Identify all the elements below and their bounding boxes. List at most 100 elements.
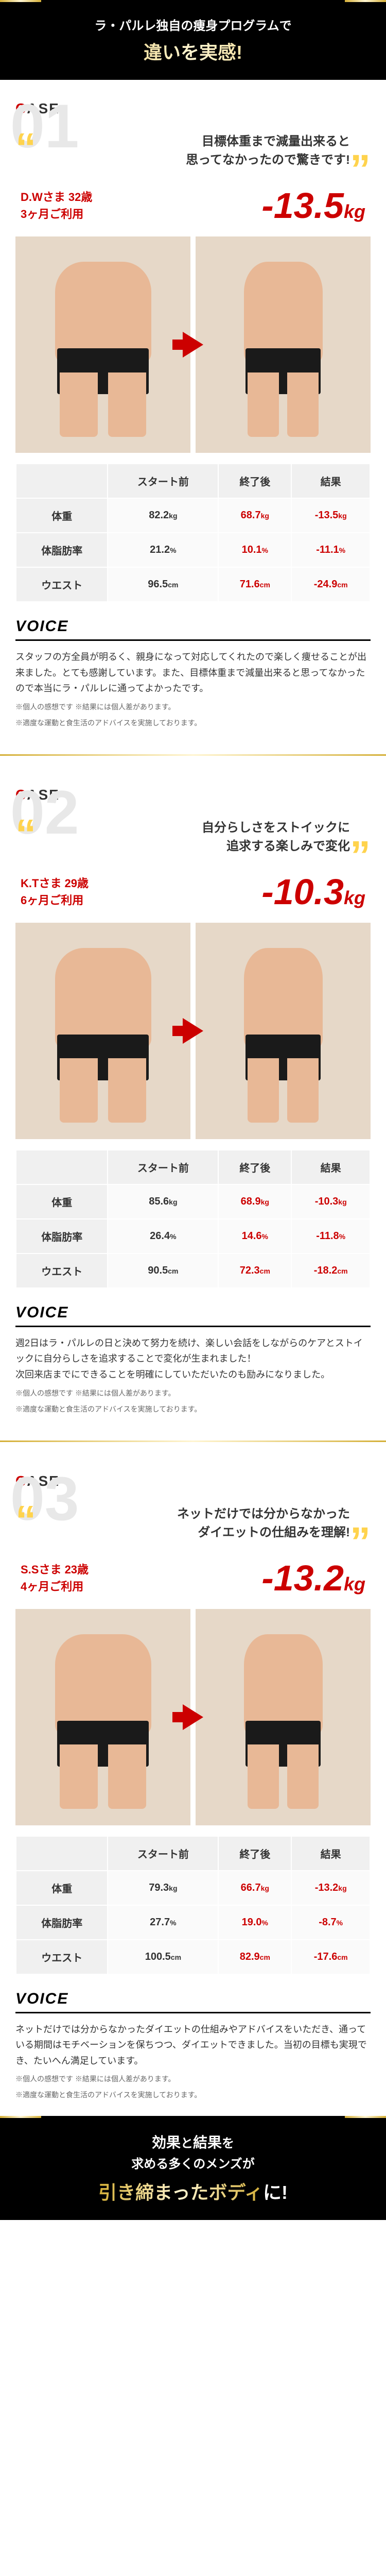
case-03: CASE03“ネットだけでは分からなかったダイエットの仕組みを理解!”S.Sさま… xyxy=(0,1452,386,1990)
row-label: 体重 xyxy=(16,498,108,533)
hero-subtitle: ラ・パルレ独自の痩身プログラムで xyxy=(10,15,376,33)
quote-open-icon: “ xyxy=(15,1510,36,1531)
value-result: -11.8% xyxy=(291,1219,370,1253)
value-result: -18.2cm xyxy=(291,1253,370,1288)
value-result: -13.5kg xyxy=(291,498,370,533)
row-label: ウエスト xyxy=(16,567,108,602)
table-header xyxy=(16,1836,108,1871)
voice-note: ※個人の感想です ※結果には個人差があります。 xyxy=(15,702,371,713)
table-row: 体脂肪率21.2%10.1%-11.1% xyxy=(16,533,370,567)
section-divider xyxy=(0,754,386,756)
row-label: 体脂肪率 xyxy=(16,533,108,567)
footer-line3: 引き締まったボディに! xyxy=(10,2178,376,2205)
value-result: -17.6cm xyxy=(291,1940,370,1974)
value-after: 71.6cm xyxy=(218,567,291,602)
quote: “ネットだけでは分からなかったダイエットの仕組みを理解!” xyxy=(15,1500,371,1547)
results-table: スタート前終了後結果体重85.6kg68.9kg-10.3kg体脂肪率26.4%… xyxy=(15,1149,371,1289)
value-before: 90.5cm xyxy=(108,1253,218,1288)
footer-line2: 求める多くのメンズが xyxy=(10,2155,376,2174)
user-info: S.Sさま 23歳4ヶ月ご利用 xyxy=(21,1561,89,1595)
photo-after xyxy=(196,1609,371,1825)
arrow-icon xyxy=(183,332,203,358)
voice-body: 週2日はラ・パルレの日と決めて努力を続け、楽しい会話をしながらのケアとストイック… xyxy=(15,1335,371,1383)
results-table: スタート前終了後結果体重79.3kg66.7kg-13.2kg体脂肪率27.7%… xyxy=(15,1836,371,1975)
value-after: 82.9cm xyxy=(218,1940,291,1974)
quote-open-icon: “ xyxy=(15,138,36,158)
before-after-photos xyxy=(15,236,371,453)
row-label: ウエスト xyxy=(16,1940,108,1974)
table-header: スタート前 xyxy=(108,1836,218,1871)
table-row: ウエスト96.5cm71.6cm-24.9cm xyxy=(16,567,370,602)
table-header: スタート前 xyxy=(108,464,218,498)
quote-text: ネットだけでは分からなかったダイエットの仕組みを理解! xyxy=(36,1505,350,1542)
value-before: 21.2% xyxy=(108,533,218,567)
row-label: ウエスト xyxy=(16,1253,108,1288)
table-row: 体重79.3kg66.7kg-13.2kg xyxy=(16,1871,370,1905)
voice-title: VOICE xyxy=(15,618,371,641)
table-row: ウエスト90.5cm72.3cm-18.2cm xyxy=(16,1253,370,1288)
voice-note: ※個人の感想です ※結果には個人差があります。 xyxy=(15,2074,371,2084)
row-label: 体重 xyxy=(16,1184,108,1219)
quote-close-icon: ” xyxy=(350,159,371,180)
voice-body: スタッフの方全員が明るく、親身になって対応してくれたので楽しく痩せることが出来ま… xyxy=(15,649,371,697)
case-02: CASE02“自分らしさをストイックに追求する楽しみで変化”K.Tさま 29歳6… xyxy=(0,766,386,1304)
value-before: 82.2kg xyxy=(108,498,218,533)
table-header: 結果 xyxy=(291,1150,370,1184)
value-before: 26.4% xyxy=(108,1219,218,1253)
user-metrics-row: S.Sさま 23歳4ヶ月ご利用-13.2kg xyxy=(15,1557,371,1599)
value-result: -11.1% xyxy=(291,533,370,567)
table-header: 終了後 xyxy=(218,464,291,498)
value-before: 79.3kg xyxy=(108,1871,218,1905)
value-after: 10.1% xyxy=(218,533,291,567)
table-header: 終了後 xyxy=(218,1836,291,1871)
results-table: スタート前終了後結果体重82.2kg68.7kg-13.5kg体脂肪率21.2%… xyxy=(15,463,371,602)
value-after: 72.3cm xyxy=(218,1253,291,1288)
quote-open-icon: “ xyxy=(15,824,36,844)
photo-before xyxy=(15,236,190,453)
before-after-photos xyxy=(15,1609,371,1825)
value-before: 85.6kg xyxy=(108,1184,218,1219)
table-header: 結果 xyxy=(291,1836,370,1871)
value-result: -13.2kg xyxy=(291,1871,370,1905)
quote-text: 自分らしさをストイックに追求する楽しみで変化 xyxy=(36,819,350,856)
voice-note: ※個人の感想です ※結果には個人差があります。 xyxy=(15,1388,371,1399)
table-row: 体重85.6kg68.9kg-10.3kg xyxy=(16,1184,370,1219)
value-result: -10.3kg xyxy=(291,1184,370,1219)
value-after: 19.0% xyxy=(218,1905,291,1940)
user-info: K.Tさま 29歳6ヶ月ご利用 xyxy=(21,875,89,909)
row-label: 体重 xyxy=(16,1871,108,1905)
table-header xyxy=(16,1150,108,1184)
value-after: 68.7kg xyxy=(218,498,291,533)
voice-body: ネットだけでは分からなかったダイエットの仕組みやアドバイスをいただき、通っている… xyxy=(15,2022,371,2069)
value-result: -8.7% xyxy=(291,1905,370,1940)
voice-note: ※適度な運動と食生活のアドバイスを実施しております。 xyxy=(15,718,371,728)
photo-after xyxy=(196,923,371,1139)
voice-note: ※適度な運動と食生活のアドバイスを実施しております。 xyxy=(15,2090,371,2100)
quote-text: 目標体重まで減量出来ると思ってなかったので驚きです! xyxy=(36,132,350,170)
hero-banner: ラ・パルレ独自の痩身プログラムで 違いを実感! xyxy=(0,0,386,80)
value-after: 14.6% xyxy=(218,1219,291,1253)
arrow-icon xyxy=(183,1018,203,1044)
table-row: 体脂肪率27.7%19.0%-8.7% xyxy=(16,1905,370,1940)
user-metrics-row: D.Wさま 32歳3ヶ月ご利用-13.5kg xyxy=(15,185,371,226)
row-label: 体脂肪率 xyxy=(16,1905,108,1940)
footer-line1: 効果と結果を xyxy=(10,2131,376,2155)
table-header: 結果 xyxy=(291,464,370,498)
voice-title: VOICE xyxy=(15,1990,371,2013)
value-after: 66.7kg xyxy=(218,1871,291,1905)
voice-note: ※適度な運動と食生活のアドバイスを実施しております。 xyxy=(15,1404,371,1415)
value-result: -24.9cm xyxy=(291,567,370,602)
arrow-icon xyxy=(183,1704,203,1730)
section-divider xyxy=(0,1440,386,1442)
value-before: 27.7% xyxy=(108,1905,218,1940)
row-label: 体脂肪率 xyxy=(16,1219,108,1253)
quote: “目標体重まで減量出来ると思ってなかったので驚きです!” xyxy=(15,127,371,175)
photo-after xyxy=(196,236,371,453)
hero-main-title: 違いを実感! xyxy=(10,38,376,64)
user-metrics-row: K.Tさま 29歳6ヶ月ご利用-10.3kg xyxy=(15,871,371,912)
quote-close-icon: ” xyxy=(350,845,371,866)
case-01: CASE01“目標体重まで減量出来ると思ってなかったので驚きです!”D.Wさま … xyxy=(0,80,386,618)
user-info: D.Wさま 32歳3ヶ月ご利用 xyxy=(21,189,92,223)
voice-title: VOICE xyxy=(15,1304,371,1327)
value-before: 96.5cm xyxy=(108,567,218,602)
